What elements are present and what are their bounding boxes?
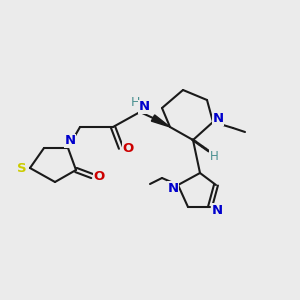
Text: O: O [93, 170, 105, 184]
Text: N: N [212, 112, 224, 125]
Text: N: N [212, 203, 223, 217]
Text: N: N [64, 134, 76, 148]
Polygon shape [152, 115, 170, 127]
Text: N: N [167, 182, 178, 194]
Text: H: H [130, 97, 140, 110]
Text: S: S [17, 161, 27, 175]
Text: O: O [122, 142, 134, 154]
Text: H: H [210, 149, 218, 163]
Text: N: N [138, 100, 150, 113]
